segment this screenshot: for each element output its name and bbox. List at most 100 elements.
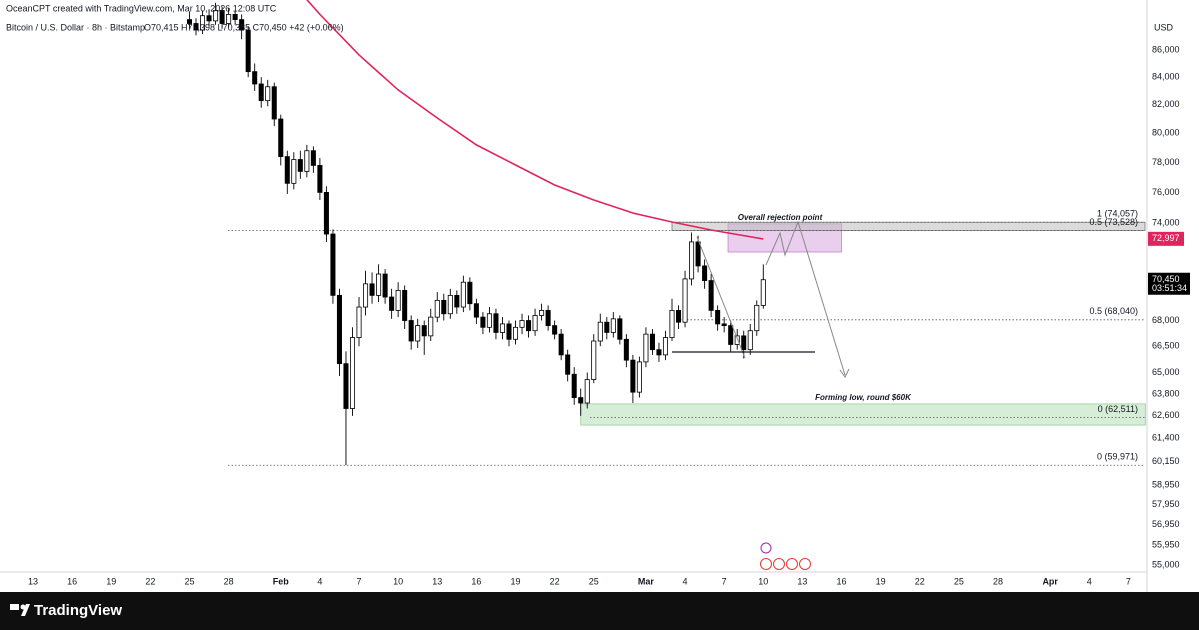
x-tick-label: 22 [915,576,925,586]
candle-body [604,321,610,333]
y-tick-label: 78,000 [1152,157,1180,167]
candle-body [552,325,558,335]
candle-body [708,280,714,311]
candle-body [206,15,212,22]
candle-body [376,273,382,296]
candle-body [760,279,766,306]
candle-body [526,320,532,332]
candle-body [330,233,336,296]
candle-body [232,13,238,20]
event-icon [760,558,772,570]
x-tick-label: 19 [876,576,886,586]
candle-body [226,13,232,24]
y-tick-label: 58,950 [1152,479,1180,489]
candle-body [591,340,597,380]
candle-body [434,299,440,318]
candle-body [323,191,329,235]
x-tick-label: 4 [317,576,322,586]
ma-tag-label: 72,997 [1152,233,1180,243]
ma-tag [1148,231,1184,246]
y-tick-label: 57,950 [1152,499,1180,509]
candle-body [623,338,629,361]
x-tick-label: Feb [273,576,290,586]
zone [580,403,1146,426]
candle-body [402,290,408,321]
candle-body [363,283,369,308]
candle-body [343,363,349,409]
candle-body [649,333,655,351]
x-tick-label: 13 [797,576,807,586]
x-tick-label: 16 [67,576,77,586]
candle-body [336,294,342,365]
x-tick-label: 4 [683,576,688,586]
y-tick-label: 80,000 [1152,128,1180,138]
event-icon [760,542,772,554]
fib-zone [671,221,1146,231]
y-tick-label: 84,000 [1152,71,1180,81]
price-tag-label: 70,450 [1152,274,1180,284]
candle-body [258,83,264,102]
y-tick-label: 82,000 [1152,99,1180,109]
x-tick-label: 25 [589,576,599,586]
candle-body [676,309,682,323]
arrow-head [839,368,850,378]
candle-body [721,323,727,327]
symbol: Bitcoin / U.S. Dollar · 8h · Bitstamp [6,22,145,32]
candle-body [284,156,290,184]
candle-body [519,320,525,328]
x-tick-label: 25 [954,576,964,586]
candle-body [571,373,577,398]
x-tick-label: 13 [432,576,442,586]
y-tick-label: 55,000 [1152,559,1180,569]
fib-label: 1 (74,057) [1097,209,1138,219]
x-tick-label: 22 [145,576,155,586]
candle-body [447,294,453,315]
candle-body [747,330,753,351]
y-tick-label: 55,950 [1152,540,1180,550]
candle-body [297,159,303,172]
candle-body [239,19,245,31]
plot [186,0,1146,466]
y-tick-label: 65,000 [1152,367,1180,377]
candle-body [506,323,512,340]
event-icon [799,558,811,570]
candle-body [610,318,616,333]
price-tag [1148,272,1190,295]
candle-body [356,306,362,338]
x-tick-label: 16 [837,576,847,586]
candle-body [741,335,747,351]
candle-body [219,10,225,24]
candle-body [539,309,545,316]
y-tick-label: 86,000 [1152,44,1180,54]
ohlc-legend: O70,415 H71,398 L70,385 C70,450 +42 (+0.… [144,22,344,32]
footer-logo: TradingView [34,602,122,619]
event-icons [760,542,811,570]
header: OceanCPT created with TradingView.com, M… [6,3,277,13]
candle-body [200,15,206,31]
candle-body [682,278,688,323]
candle-body [291,159,297,184]
candle-body [186,19,193,24]
x-tick-label: Apr [1042,576,1058,586]
drawings: Overall rejection point Forming low, rou… [672,213,912,570]
candle-body [578,397,584,404]
moving-average [306,0,764,240]
candle-body [617,318,623,340]
x-tick-label: 28 [224,576,234,586]
candle-body [454,294,460,308]
candle-body [702,265,708,281]
candle-body [271,86,277,120]
candle-body [630,359,636,393]
footer-bar [0,592,1199,630]
y-tick-label: 56,950 [1152,519,1180,529]
candle-body [493,313,499,333]
candle-body [415,325,421,342]
x-tick-label: 16 [471,576,481,586]
price-countdown: 03:51:34 [1152,283,1187,293]
event-icon [786,558,798,570]
candle-body [499,323,505,333]
axes: USD 86,000 84,000 82,000 80,000 78,000 76,000… [0,0,1190,592]
x-tick-label: 7 [357,576,362,586]
candle-body [532,315,538,332]
candle-body [349,337,356,409]
